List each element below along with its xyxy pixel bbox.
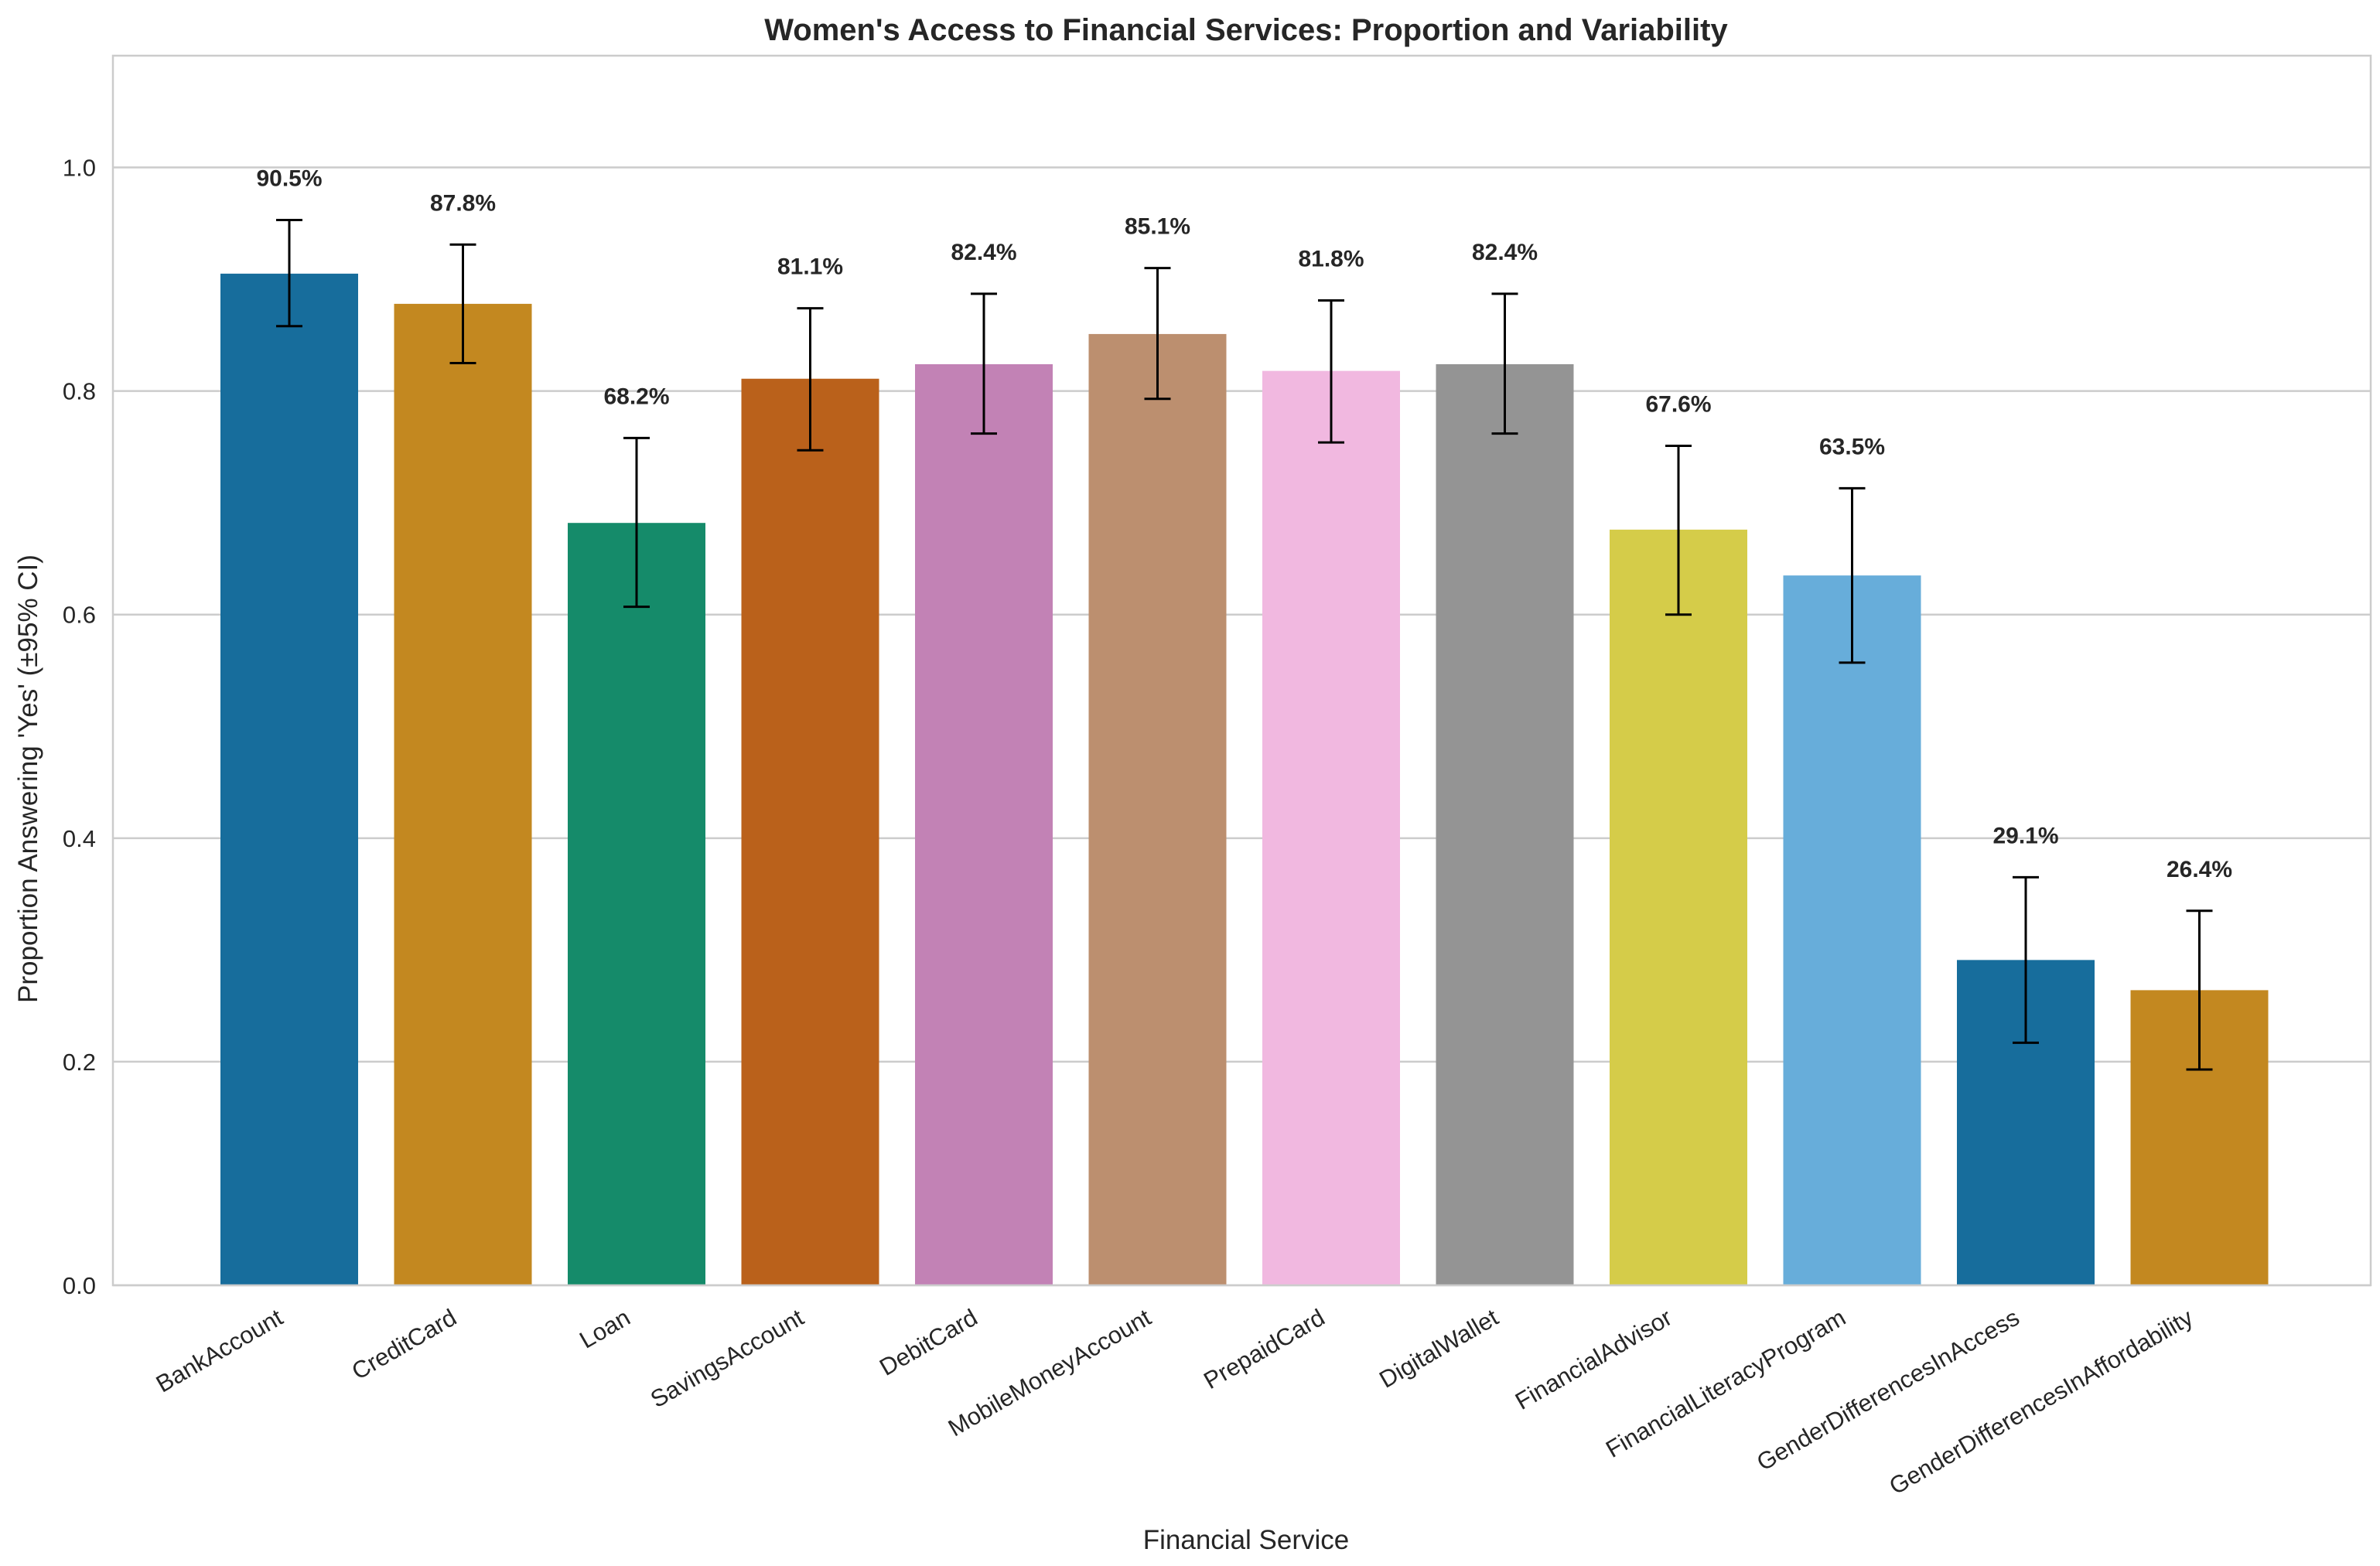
- bar-PrepaidCard: [1262, 370, 1400, 1286]
- data-label: 63.5%: [1819, 434, 1885, 459]
- y-tick-label: 0.8: [63, 378, 96, 405]
- y-axis-label: Proportion Answering 'Yes' (±95% CI): [13, 554, 43, 1003]
- y-tick-label: 0.0: [63, 1272, 96, 1299]
- data-label: 82.4%: [951, 240, 1016, 265]
- data-label: 90.5%: [256, 165, 322, 191]
- data-label: 81.8%: [1298, 247, 1364, 272]
- bar-CreditCard: [394, 303, 532, 1286]
- data-label: 87.8%: [430, 190, 496, 216]
- plot-frame: [111, 54, 2372, 1287]
- y-tick-label: 1.0: [63, 155, 96, 182]
- chart-title: Women's Access to Financial Services: Pr…: [764, 13, 1728, 47]
- y-tick-label: 0.2: [63, 1049, 96, 1076]
- y-tick-label: 0.6: [63, 602, 96, 629]
- data-label: 68.2%: [603, 384, 669, 409]
- data-label: 81.1%: [777, 254, 843, 280]
- data-labels: 90.5% 87.8% 68.2% 81.1% 82.4% 85.1% 81.8% 82.4%…: [256, 165, 2232, 882]
- bars: [220, 273, 2269, 1286]
- bar-SavingsAccount: [741, 378, 879, 1286]
- bar-DebitCard: [915, 363, 1053, 1286]
- bar-Loan: [568, 523, 705, 1285]
- y-tick-label: 0.4: [63, 825, 96, 852]
- bar-DigitalWallet: [1436, 363, 1574, 1286]
- data-label: 26.4%: [2167, 857, 2232, 882]
- error-bars: [276, 218, 2213, 1071]
- data-label: 29.1%: [1992, 823, 2058, 848]
- data-label: 85.1%: [1125, 214, 1190, 240]
- bar-MobileMoneyAccount: [1088, 333, 1227, 1285]
- x-axis-label: Financial Service: [1143, 1525, 1350, 1555]
- bar-FinancialLiteracyProgram: [1783, 575, 1921, 1285]
- y-tick-labels: 0.0 0.2 0.4 0.6 0.8 1.0: [63, 155, 96, 1299]
- data-label: 82.4%: [1472, 240, 1538, 265]
- data-label: 67.6%: [1645, 391, 1711, 417]
- bar-BankAccount: [220, 273, 358, 1285]
- bar-FinancialAdvisor: [1610, 529, 1747, 1285]
